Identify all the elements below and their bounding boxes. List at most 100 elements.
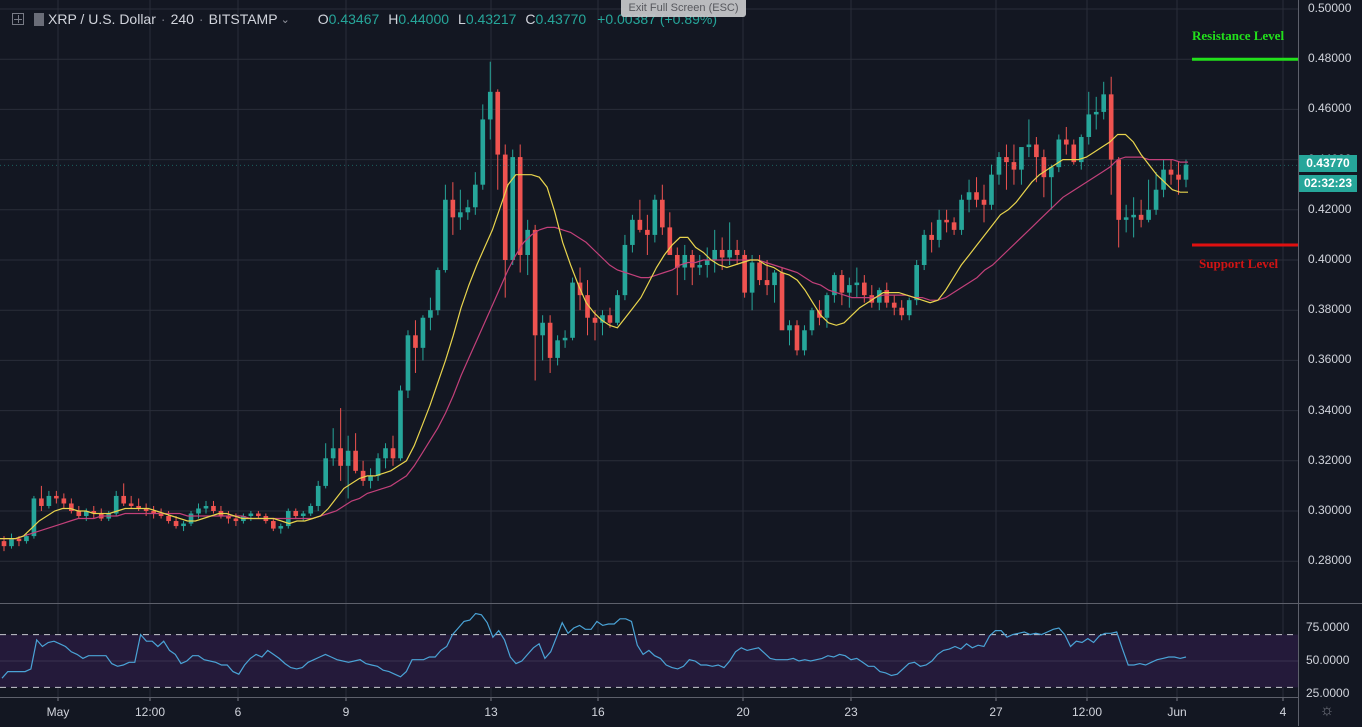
candle-body [996,157,1002,175]
candle-body [166,516,171,522]
expand-plus-icon[interactable] [12,13,24,25]
price-axis[interactable] [1298,0,1362,726]
separator-dot: · [198,11,204,27]
price-tick-label: 0.42000 [1308,201,1352,216]
candle-body [61,498,67,504]
time-tick-label: May [46,705,70,719]
time-tick-label: 20 [736,705,750,719]
candle-body [929,234,934,240]
candle-body [353,450,358,471]
candle-body [248,513,254,517]
candle-body [772,272,777,286]
candle-body [540,322,545,336]
candle-body [630,219,635,245]
candle-body [338,448,343,466]
candle-body [861,282,867,296]
symbol-legend: XRP / U.S. Dollar · 240 · BITSTAMP ⌄ O0.… [0,8,717,30]
candle-body [749,262,755,293]
candle-body [1026,144,1032,148]
exchange[interactable]: BITSTAMP [208,11,278,27]
candle-body [921,234,927,266]
candle-body [667,227,673,255]
candle-body [91,511,97,514]
candle-body [83,511,89,517]
candle-body [1093,111,1099,115]
candle-body [128,503,134,506]
symbol-name[interactable]: XRP / U.S. Dollar [48,11,156,27]
candle-body [293,511,299,517]
candle-body [802,330,807,351]
candle-body [368,475,373,481]
ohlc-high: H0.44000 [388,11,450,27]
candle-body [308,505,314,514]
ma-slow-line [0,156,1188,540]
candle-body [704,260,710,266]
exit-fullscreen-tooltip[interactable]: Exit Full Screen (ESC) [621,0,746,17]
time-tick-label: 23 [844,705,858,719]
time-tick-label: 27 [989,705,1003,719]
candle-body [779,272,785,331]
candle-body [1116,159,1121,220]
candle-body [458,212,463,218]
candle-body [660,199,665,228]
candle-body [615,295,620,323]
candle-body [136,505,141,509]
candle-body [278,526,284,529]
candle-body [1101,94,1107,112]
candle-body [689,254,695,268]
rsi-tick-label: 25.0000 [1306,686,1350,700]
candle-body [16,538,22,542]
candle-body [121,495,127,504]
candle-body [682,254,688,268]
ohlc-open: O0.43467 [317,11,380,27]
candle-body [585,295,590,318]
candle-body [375,458,381,476]
candle-body [158,513,164,517]
candle-body [914,265,920,301]
candle-body [39,498,44,506]
candle-body [143,508,149,511]
candle-body [76,511,82,517]
candle-body [24,536,29,542]
candle-body [607,315,613,323]
candle-body [637,219,643,230]
candle-body [390,448,396,459]
countdown-badge: 02:32:23 [1299,175,1357,192]
candle-body [1086,114,1092,138]
candle-body [435,270,441,311]
candle-body [944,219,949,223]
candle-body [487,91,493,120]
candle-body [428,310,433,318]
candle-body [1011,162,1017,170]
time-axis[interactable] [0,697,1298,727]
candle-body [413,335,418,348]
candle-body [757,262,762,281]
candle-body [525,229,530,255]
candle-body [974,192,979,200]
chevron-down-icon[interactable]: ⌄ [280,13,290,26]
candle-body [532,229,538,336]
candle-body [510,157,516,260]
candle-body [31,498,37,537]
ohlc-low: L0.43217 [458,11,517,27]
interval[interactable]: 240 [170,11,194,27]
ma-fast-line [0,133,1188,540]
settings-gear-icon[interactable]: ☼ [1319,702,1335,719]
price-tick-label: 0.34000 [1308,402,1352,417]
time-tick-label: 12:00 [1071,705,1103,719]
candle-body [951,222,957,230]
candle-body [697,265,703,268]
price-tick-label: 0.30000 [1308,503,1352,517]
candle-body [256,513,261,517]
candle-body [69,503,74,511]
time-tick-label: 12:00 [134,705,166,719]
separator-dot: · [160,11,166,27]
candle-body [54,495,59,499]
candle-body [450,199,456,218]
candle-body [173,521,179,527]
symbol-flag-icon [34,12,44,26]
candle-body [824,295,830,318]
candle-body [600,315,605,323]
candle-body [9,538,14,547]
